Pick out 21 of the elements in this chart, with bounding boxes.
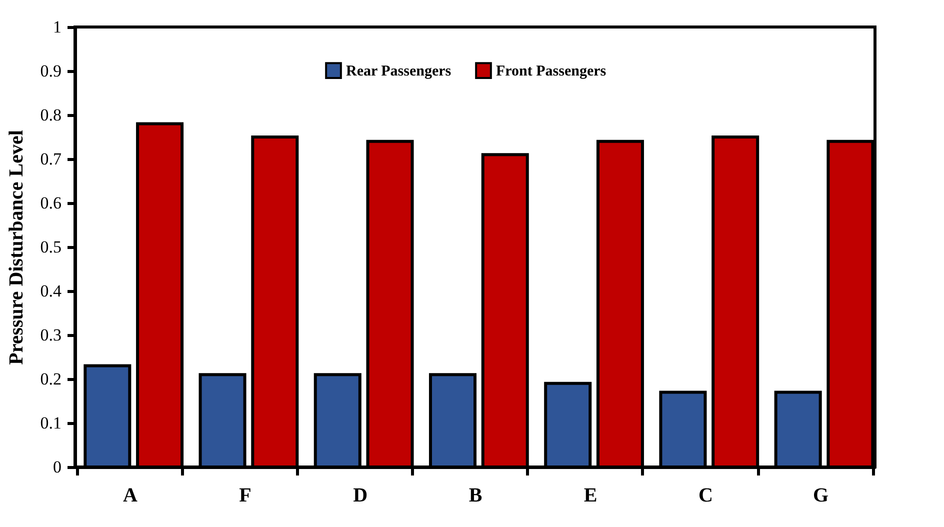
y-axis-title: Pressure Disturbance Level xyxy=(5,130,28,365)
y-tick-label: 0.8 xyxy=(40,106,62,124)
y-tick-label: 0.3 xyxy=(40,326,62,344)
x-tick-label: B xyxy=(468,484,482,506)
legend-label: Rear Passengers xyxy=(346,64,452,80)
y-tick-label: 0.6 xyxy=(40,194,62,212)
x-tick-label: E xyxy=(584,484,598,506)
y-tick-label: 0.7 xyxy=(40,150,62,168)
y-tick-label: 0.2 xyxy=(40,370,62,388)
legend-label: Front Passengers xyxy=(496,64,606,80)
y-tick-label: 1 xyxy=(53,18,62,36)
y-tick-label: 0 xyxy=(53,458,62,476)
x-tick-label: G xyxy=(813,484,830,506)
y-tick-label: 0.5 xyxy=(40,238,62,256)
x-tick-label: F xyxy=(239,484,252,506)
y-tick-label: 0.1 xyxy=(40,414,62,432)
y-tick-label: 0.9 xyxy=(40,62,62,80)
y-tick-label: 0.4 xyxy=(40,282,62,300)
x-tick-label: A xyxy=(122,484,138,506)
x-tick-label: C xyxy=(698,484,713,506)
x-tick-label: D xyxy=(353,484,368,506)
